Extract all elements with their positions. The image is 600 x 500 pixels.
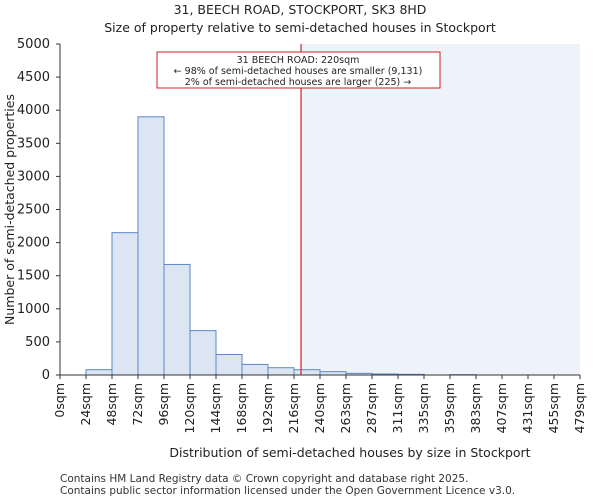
y-tick-label: 5000 [17, 37, 50, 52]
histogram-bar [163, 263, 191, 376]
chart-subtitle: Size of property relative to semi-detach… [104, 20, 496, 35]
x-tick-label: 311sqm [390, 383, 405, 433]
y-tick-label: 0 [42, 368, 50, 383]
y-tick-label: 1000 [17, 302, 50, 317]
x-tick-label: 216sqm [286, 383, 301, 433]
x-tick-label: 144sqm [208, 383, 223, 433]
x-tick-label: 96sqm [156, 383, 171, 426]
y-tick-label: 500 [25, 335, 50, 350]
y-axis-label: Number of semi-detached properties [2, 94, 17, 325]
x-tick-label: 359sqm [442, 383, 457, 433]
x-tick-label: 72sqm [130, 383, 145, 426]
histogram-bar [85, 369, 113, 376]
histogram-bar [293, 369, 321, 376]
x-tick-label: 263sqm [338, 383, 353, 433]
x-tick-label: 168sqm [234, 383, 249, 433]
y-tick-label: 3000 [17, 169, 50, 184]
chart-title: 31, BEECH ROAD, STOCKPORT, SK3 8HD [173, 2, 427, 17]
annotation-line-2: ← 98% of semi-detached houses are smalle… [174, 66, 423, 77]
y-tick-label: 2500 [17, 203, 50, 218]
x-tick-label: 120sqm [182, 383, 197, 433]
x-tick-label: 24sqm [78, 383, 93, 426]
y-tick-label: 4500 [17, 70, 50, 85]
histogram-bar [137, 116, 165, 376]
x-tick-label: 0sqm [52, 383, 67, 418]
annotation-line-3: 2% of semi-detached houses are larger (2… [185, 77, 412, 88]
x-tick-label: 479sqm [572, 383, 587, 433]
x-tick-label: 287sqm [364, 383, 379, 433]
x-tick-label: 192sqm [260, 383, 275, 433]
y-tick-label: 4000 [17, 103, 50, 118]
x-tick-label: 48sqm [104, 383, 119, 426]
x-tick-label: 431sqm [520, 383, 535, 433]
x-tick-label: 383sqm [468, 383, 483, 433]
histogram-bar [189, 330, 217, 376]
x-tick-label: 407sqm [494, 383, 509, 433]
larger-region-highlight [301, 44, 580, 375]
y-tick-label: 3500 [17, 136, 50, 151]
y-tick-label: 1500 [17, 269, 50, 284]
x-tick-label: 240sqm [312, 383, 327, 433]
footer-line-1: Contains HM Land Registry data © Crown c… [60, 473, 469, 485]
histogram-bar [111, 232, 139, 376]
x-tick-label: 455sqm [546, 383, 561, 433]
histogram-bar [241, 363, 269, 376]
annotation-line-1: 31 BEECH ROAD: 220sqm [237, 55, 360, 66]
x-tick-label: 335sqm [416, 383, 431, 433]
footer-line-2: Contains public sector information licen… [60, 485, 516, 497]
histogram-bar [215, 353, 243, 376]
annotation-box [156, 51, 441, 89]
histogram-bar [267, 367, 295, 376]
x-axis-label: Distribution of semi-detached houses by … [169, 445, 530, 460]
y-tick-label: 2000 [17, 236, 50, 251]
